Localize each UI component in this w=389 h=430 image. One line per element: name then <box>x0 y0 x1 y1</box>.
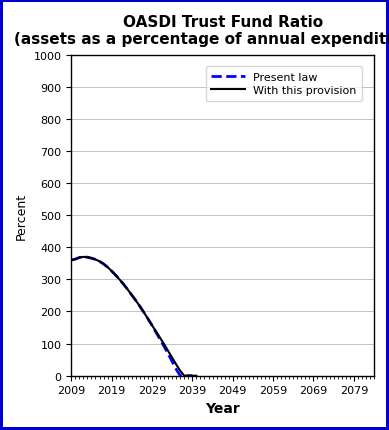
Present law <box>154 330 158 335</box>
With this provision <box>170 355 175 360</box>
With this provision <box>125 287 130 292</box>
Title: OASDI Trust Fund Ratio
(assets as a percentage of annual expenditures): OASDI Trust Fund Ratio (assets as a perc… <box>14 15 389 47</box>
With this provision <box>138 304 142 309</box>
With this provision <box>190 373 195 378</box>
Present law <box>142 310 146 315</box>
Present law <box>69 258 74 263</box>
Present law <box>121 282 126 287</box>
With this provision <box>154 329 158 334</box>
Present law <box>109 269 114 274</box>
With this provision <box>133 298 138 304</box>
With this provision <box>85 255 90 260</box>
Present law <box>133 298 138 304</box>
With this provision <box>105 265 110 270</box>
Present law <box>73 257 78 262</box>
Present law <box>117 277 122 283</box>
Present law <box>166 351 170 356</box>
Present law <box>97 259 102 264</box>
With this provision <box>117 277 122 283</box>
With this provision <box>69 258 74 263</box>
With this provision <box>150 323 154 328</box>
Present law <box>77 255 82 261</box>
With this provision <box>77 255 82 261</box>
Present law <box>162 344 166 349</box>
Legend: Present law, With this provision: Present law, With this provision <box>206 68 363 102</box>
With this provision <box>109 269 114 274</box>
Present law <box>85 255 90 260</box>
Present law <box>101 262 106 267</box>
Present law <box>113 273 118 278</box>
With this provision <box>182 373 187 378</box>
With this provision <box>186 373 191 378</box>
With this provision <box>97 259 102 264</box>
With this provision <box>81 255 86 260</box>
Present law <box>89 256 94 261</box>
X-axis label: Year: Year <box>205 401 240 415</box>
With this provision <box>121 282 126 287</box>
Y-axis label: Percent: Percent <box>15 192 28 239</box>
With this provision <box>101 262 106 267</box>
With this provision <box>178 369 182 374</box>
Present law <box>150 323 154 328</box>
Present law <box>182 373 187 378</box>
Present law <box>125 287 130 292</box>
With this provision <box>130 293 134 298</box>
With this provision <box>162 342 166 347</box>
Line: With this provision: With this provision <box>71 257 196 376</box>
Present law <box>145 316 150 322</box>
With this provision <box>145 316 150 322</box>
Present law <box>190 373 195 378</box>
Present law <box>130 293 134 298</box>
With this provision <box>166 349 170 354</box>
With this provision <box>174 362 179 367</box>
Present law <box>81 255 86 260</box>
Present law <box>138 304 142 309</box>
With this provision <box>73 257 78 262</box>
Present law <box>174 367 179 372</box>
Present law <box>105 265 110 270</box>
Present law <box>158 337 163 342</box>
With this provision <box>89 256 94 261</box>
Line: Present law: Present law <box>71 257 193 376</box>
Present law <box>186 373 191 378</box>
With this provision <box>142 310 146 315</box>
With this provision <box>113 273 118 278</box>
With this provision <box>158 335 163 341</box>
With this provision <box>93 257 98 262</box>
Present law <box>178 373 182 378</box>
Present law <box>170 359 175 364</box>
Present law <box>93 257 98 262</box>
With this provision <box>194 373 199 378</box>
